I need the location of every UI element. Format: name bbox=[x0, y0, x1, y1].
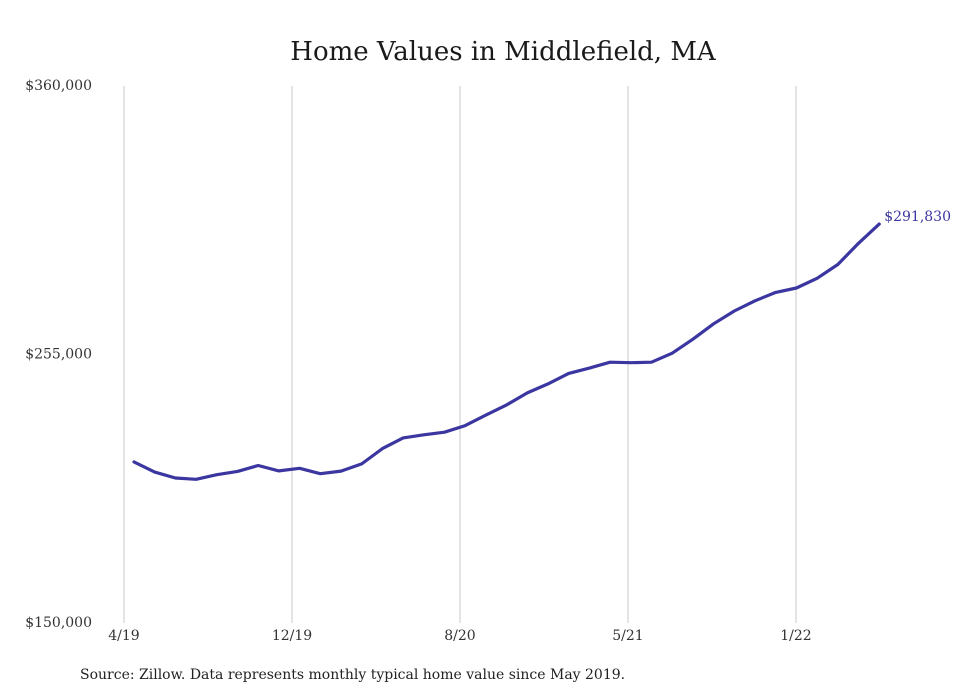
data-point bbox=[194, 478, 198, 481]
data-point bbox=[381, 447, 384, 450]
data-point bbox=[360, 462, 363, 466]
data-point bbox=[733, 309, 736, 313]
chart-title: Home Values in Middlefield, MA bbox=[290, 37, 717, 67]
data-point bbox=[484, 413, 488, 417]
data-point bbox=[857, 242, 860, 245]
data-point bbox=[339, 469, 343, 473]
data-point bbox=[567, 372, 570, 375]
data-point bbox=[277, 469, 281, 473]
data-point bbox=[257, 464, 260, 467]
data-point bbox=[712, 322, 715, 326]
grid-lines bbox=[123, 86, 797, 623]
series-group: $291,830 bbox=[132, 209, 951, 481]
end-value-label: $291,830 bbox=[884, 209, 951, 225]
data-point bbox=[774, 291, 777, 294]
data-point bbox=[422, 433, 425, 436]
data-point bbox=[174, 476, 177, 480]
series-line bbox=[132, 222, 881, 481]
data-point bbox=[505, 403, 508, 407]
data-point bbox=[298, 467, 301, 470]
x-tick-label: 1/22 bbox=[780, 628, 811, 644]
y-tick-label: $255,000 bbox=[25, 347, 92, 363]
data-point bbox=[319, 472, 322, 475]
data-point bbox=[608, 360, 612, 364]
data-point bbox=[401, 436, 405, 440]
data-point bbox=[588, 366, 591, 370]
data-point bbox=[650, 360, 653, 364]
y-axis-ticks: $360,000 $255,000 $150,000 bbox=[25, 78, 92, 631]
x-tick-label: 8/20 bbox=[444, 628, 475, 644]
data-point bbox=[878, 222, 881, 226]
data-point bbox=[815, 277, 819, 280]
line-chart: Home Values in Middlefield, MA $360,000$… bbox=[25, 37, 951, 644]
x-tick-label: 12/19 bbox=[272, 628, 312, 644]
data-point bbox=[236, 470, 239, 473]
data-point bbox=[153, 470, 156, 474]
data-point bbox=[215, 473, 218, 476]
data-point bbox=[132, 460, 136, 464]
x-axis-ticks: 4/19 12/19 8/20 5/21 1/22 bbox=[108, 628, 811, 644]
data-point bbox=[546, 382, 550, 386]
data-point bbox=[629, 361, 632, 364]
y-tick-label: $150,000 bbox=[25, 615, 92, 631]
data-point bbox=[753, 299, 757, 302]
data-point bbox=[443, 431, 446, 434]
data-point bbox=[671, 352, 674, 355]
data-point bbox=[691, 337, 695, 341]
data-point bbox=[836, 263, 839, 266]
data-point bbox=[795, 286, 798, 290]
data-point bbox=[526, 391, 529, 395]
y-tick-label: $360,000 bbox=[25, 78, 92, 94]
source-note: Source: Zillow. Data represents monthly … bbox=[80, 667, 626, 683]
x-tick-label: 5/21 bbox=[612, 628, 643, 644]
data-point bbox=[464, 424, 467, 427]
x-tick-label: 4/19 bbox=[108, 628, 139, 644]
